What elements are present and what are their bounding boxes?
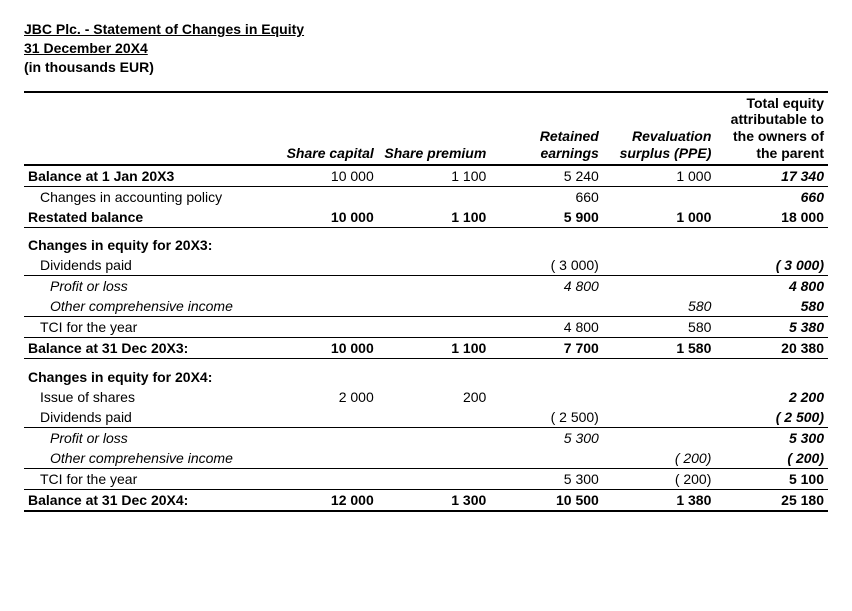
row-pl-20x3: Profit or loss 4 800 4 800 (24, 276, 828, 297)
row-balance-jan-20x3: Balance at 1 Jan 20X3 10 000 1 100 5 240… (24, 165, 828, 187)
title-line-2: 31 December 20X4 (24, 39, 828, 58)
row-restated: Restated balance 10 000 1 100 5 900 1 00… (24, 207, 828, 228)
row-tci-20x4: TCI for the year 5 300 ( 200) 5 100 (24, 468, 828, 489)
header-row: Share capital Share premium Retained ear… (24, 92, 828, 165)
row-pl-20x4: Profit or loss 5 300 5 300 (24, 427, 828, 448)
spacer (24, 227, 828, 235)
row-oci-20x3: Other comprehensive income 580 580 (24, 296, 828, 317)
spacer (24, 359, 828, 367)
row-issue-shares-20x4: Issue of shares 2 000 200 2 200 (24, 387, 828, 407)
title-line-3: (in thousands EUR) (24, 58, 828, 77)
title-line-1: JBC Plc. - Statement of Changes in Equit… (24, 20, 828, 39)
col-share-premium: Share premium (378, 92, 491, 165)
row-hdr-20x3: Changes in equity for 20X3: (24, 235, 828, 255)
row-tci-20x3: TCI for the year 4 800 580 5 380 (24, 317, 828, 338)
row-balance-dec-20x3: Balance at 31 Dec 20X3: 10 000 1 100 7 7… (24, 338, 828, 359)
title-block: JBC Plc. - Statement of Changes in Equit… (24, 20, 828, 77)
row-balance-dec-20x4: Balance at 31 Dec 20X4: 12 000 1 300 10 … (24, 489, 828, 511)
equity-table: Share capital Share premium Retained ear… (24, 91, 828, 512)
row-oci-20x4: Other comprehensive income ( 200) ( 200) (24, 448, 828, 469)
row-dividends-20x3: Dividends paid ( 3 000) ( 3 000) (24, 255, 828, 276)
col-total-equity: Total equity attributable to the owners … (715, 92, 828, 165)
row-chg-acct-policy: Changes in accounting policy 660 660 (24, 186, 828, 207)
row-hdr-20x4: Changes in equity for 20X4: (24, 367, 828, 387)
col-retained-earn: Retained earnings (490, 92, 603, 165)
row-dividends-20x4: Dividends paid ( 2 500) ( 2 500) (24, 407, 828, 428)
col-share-capital: Share capital (265, 92, 378, 165)
col-reval-surplus: Revaluation surplus (PPE) (603, 92, 716, 165)
